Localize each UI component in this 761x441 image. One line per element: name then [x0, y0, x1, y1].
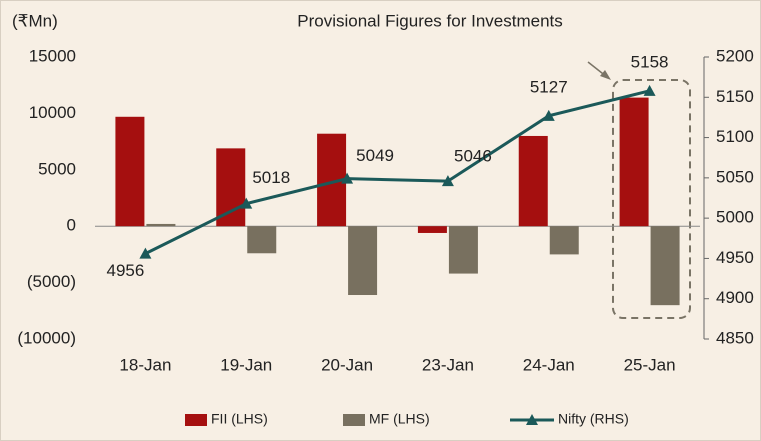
x-tick-label: 20-Jan	[321, 355, 373, 374]
highlight-box	[612, 79, 691, 319]
x-tick-label: 19-Jan	[220, 355, 272, 374]
y-tick-label: (10000)	[17, 328, 76, 347]
nifty-marker	[240, 197, 253, 209]
data-label: 4956	[107, 261, 145, 280]
y-tick-label: 10000	[29, 103, 76, 122]
bar	[247, 226, 277, 254]
x-tick-label: 18-Jan	[119, 355, 171, 374]
y2-tick-label: 5050	[716, 167, 754, 186]
y-tick-label: 5000	[38, 159, 76, 178]
y2-tick-label: 5150	[716, 87, 754, 106]
data-label: 5127	[530, 77, 568, 96]
annotation-arrowhead	[600, 70, 611, 80]
legend-label: MF (LHS)	[369, 411, 430, 427]
legend-label: Nifty (RHS)	[558, 411, 629, 427]
annotation: Provisional Figures for Investments	[297, 11, 563, 30]
y-tick-label: 15000	[29, 46, 76, 65]
legend-swatch	[343, 414, 365, 426]
y2-tick-label: 5000	[716, 208, 754, 227]
bar	[146, 223, 176, 227]
nifty-line	[144, 89, 650, 255]
nifty-marker	[441, 175, 454, 187]
data-label: 5049	[356, 146, 394, 165]
bar	[216, 148, 246, 227]
y-tick-label: (5000)	[27, 272, 76, 291]
nifty-marker	[341, 172, 354, 184]
x-tick-label: 23-Jan	[422, 355, 474, 374]
x-tick-label: 24-Jan	[523, 355, 575, 374]
y2-tick-label: 5100	[716, 127, 754, 146]
legend-label: FII (LHS)	[211, 411, 268, 427]
nifty-marker	[542, 109, 555, 121]
bar	[549, 226, 579, 255]
data-label: 5046	[454, 147, 492, 166]
bar	[518, 135, 548, 227]
data-label: 5018	[252, 168, 290, 187]
x-tick-label: 25-Jan	[624, 355, 676, 374]
bar	[650, 226, 680, 306]
bar	[115, 116, 145, 227]
bar	[417, 226, 447, 233]
bar	[448, 226, 478, 274]
y-axis-label: (₹Mn)	[12, 11, 58, 30]
y2-tick-label: 4850	[716, 328, 754, 347]
nifty-marker	[643, 84, 656, 96]
bar	[619, 97, 649, 227]
legend-swatch	[185, 414, 207, 426]
y2-tick-label: 4900	[716, 288, 754, 307]
data-label: 5158	[631, 52, 669, 71]
y2-tick-label: 4950	[716, 248, 754, 267]
nifty-marker	[139, 247, 152, 259]
legend-swatch	[526, 414, 538, 425]
y2-tick-label: 5200	[716, 46, 754, 65]
y-tick-label: 0	[67, 216, 76, 235]
bar	[348, 226, 378, 296]
